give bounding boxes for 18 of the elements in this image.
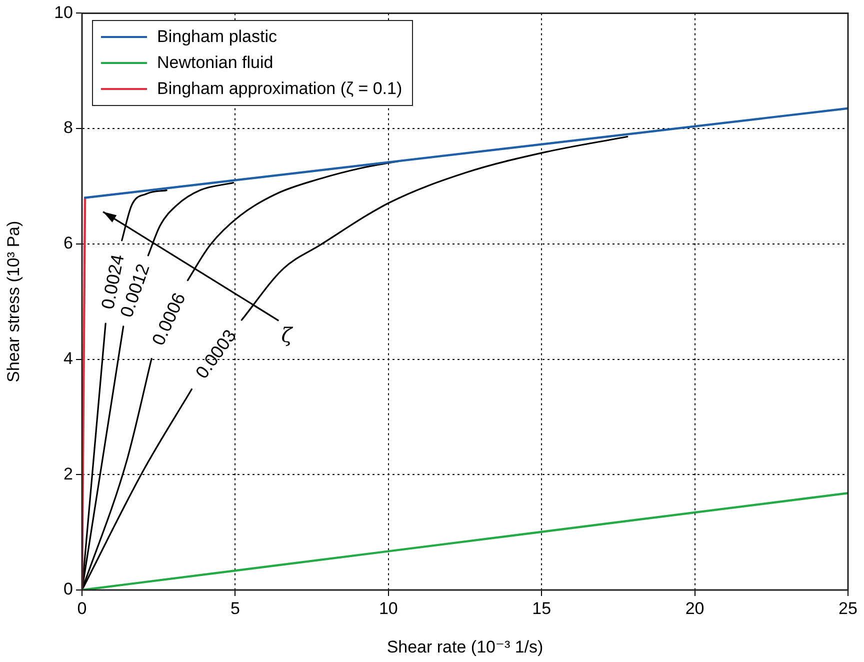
- y-tick-label: 0: [64, 580, 73, 599]
- x-tick-label: 15: [532, 598, 552, 618]
- y-tick-label: 8: [64, 118, 73, 138]
- legend-label: Bingham approximation (ζ = 0.1): [157, 78, 402, 100]
- annotation: ζ: [281, 322, 294, 347]
- x-axis-title: Shear rate (10⁻³ 1/s): [386, 637, 544, 656]
- x-tick-label: 5: [230, 598, 240, 618]
- y-tick-label: 6: [64, 234, 73, 253]
- x-tick-label: 0: [77, 598, 87, 618]
- y-tick-label: 10: [54, 2, 73, 22]
- x-tick-label: 20: [685, 598, 704, 618]
- y-axis-title: Shear stress (10³ Pa): [4, 220, 23, 382]
- y-tick-label: 2: [64, 464, 73, 484]
- legend-label: Newtonian fluid: [157, 52, 274, 74]
- x-tick-label: 25: [838, 598, 858, 618]
- y-tick-label: 4: [64, 348, 73, 368]
- x-tick-label: 10: [378, 598, 398, 618]
- legend-label: Bingham plastic: [157, 26, 278, 48]
